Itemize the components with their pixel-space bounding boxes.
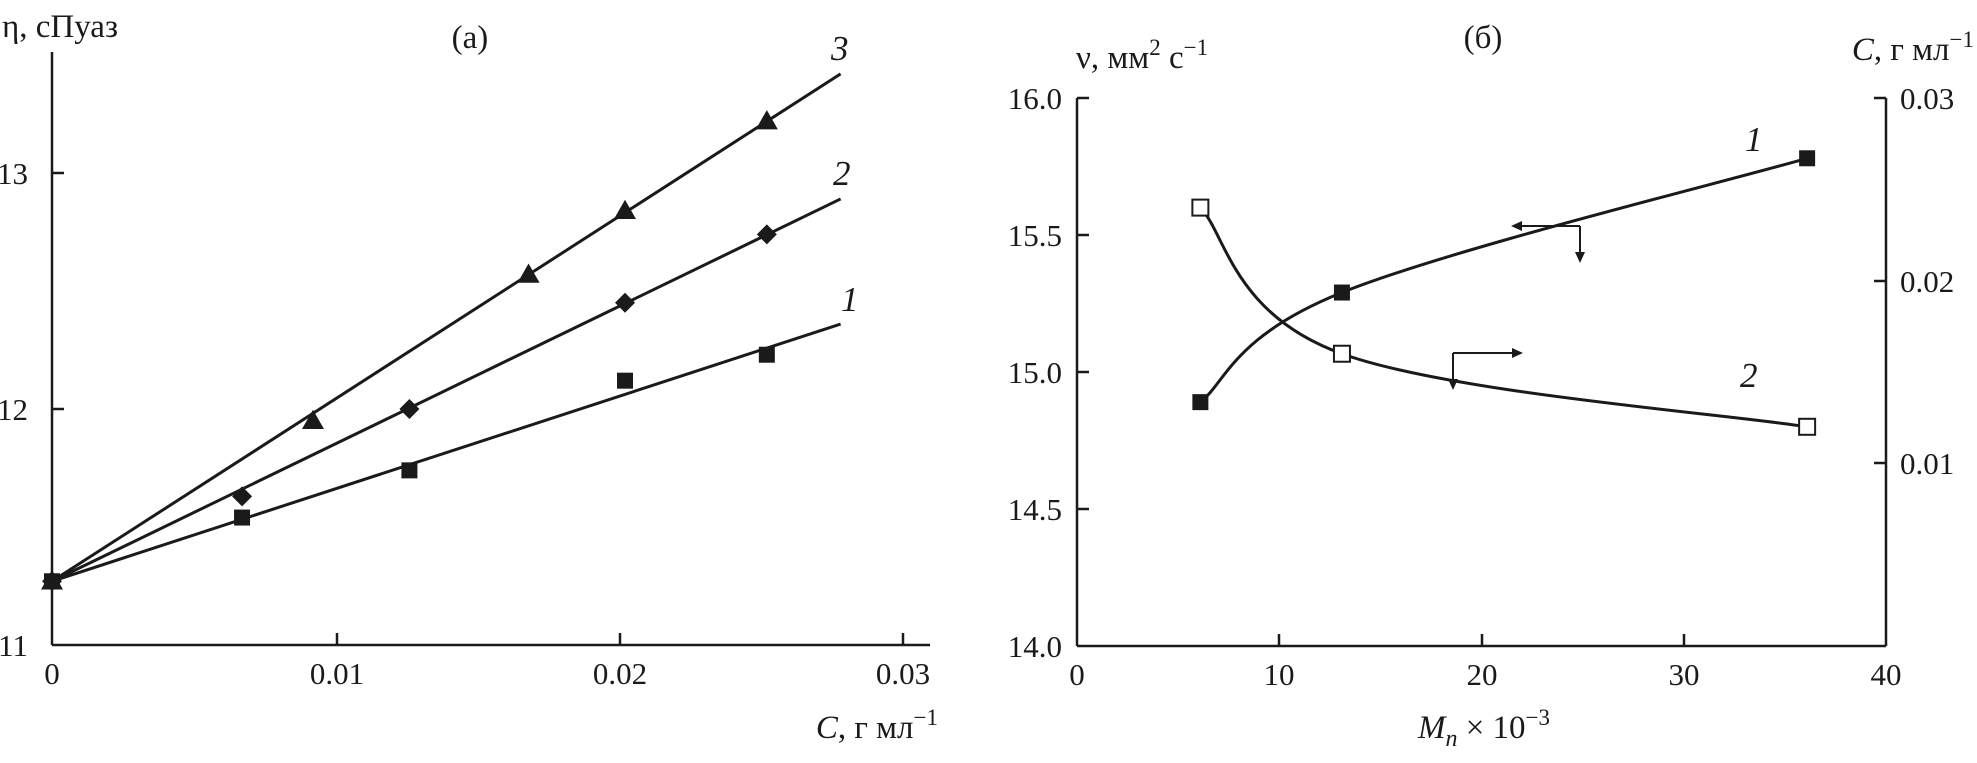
panel-b-plot-area <box>1191 150 1817 436</box>
panel-a-x-tick-label: 0.01 <box>310 656 364 691</box>
panel-a-x-tick-label: 0.02 <box>593 656 647 691</box>
panel-a-series-3-point <box>301 409 324 430</box>
panel-b-series-2-point <box>1191 198 1210 217</box>
panel-b-series-1-axis-indicator <box>1511 221 1585 263</box>
panel-b-x-axis-label: Mn × 10−3 <box>1417 705 1550 752</box>
panel-a-curve-label-3: 3 <box>830 29 849 68</box>
panel-b-y-left-ticks: 14.0 14.5 15.0 15.5 16.0 <box>1008 81 1089 664</box>
panel-a-y-ticks: 11 12 13 <box>0 156 64 663</box>
panel-a-series-2-point <box>399 399 420 419</box>
panel-b-y-left-tick-label: 14.0 <box>1008 629 1062 664</box>
panel-a-series-3-fit-line <box>51 72 842 583</box>
panel-b-y-axis-left-label: ν, мм2 с−1 <box>1076 35 1208 76</box>
panel-a-series-1-point <box>617 372 634 389</box>
panel-b-series-1-point <box>1799 150 1816 167</box>
panel-b-series-2-curve <box>1199 206 1808 429</box>
panel-b-x-ticks: 0 10 20 30 40 <box>1069 634 1902 692</box>
panel-b-x-tick-label: 10 <box>1264 657 1295 692</box>
panel-b-series-1-curve <box>1199 156 1808 404</box>
panel-a-curve-label-1: 1 <box>841 280 859 319</box>
panel-a-curve-label-2: 2 <box>833 154 851 193</box>
panel-b-y-right-ticks: 0.01 0.02 0.03 <box>1874 81 1954 481</box>
panel-b-y-axis-right-label: C, г мл−1 <box>1852 27 1974 68</box>
panel-a-series-2-fit-line <box>51 197 842 583</box>
panel-a-x-ticks: 0 0.01 0.02 0.03 <box>44 633 930 691</box>
panel-a-y-tick-label: 12 <box>0 392 28 427</box>
panel-b-series-2-point <box>1332 344 1351 363</box>
panel-a-series-3-point <box>41 570 63 590</box>
panel-b-x-tick-label: 0 <box>1069 657 1085 692</box>
panel-a-y-axis-label: η, сПуаз <box>2 9 118 45</box>
panel-b-curve-label-2: 2 <box>1740 356 1758 395</box>
panel-b-y-right-tick-label: 0.02 <box>1900 264 1954 299</box>
panel-a-series-1-point <box>758 346 775 363</box>
panel-b-series-2-point <box>1798 417 1817 436</box>
panel-b-y-left-tick-label: 16.0 <box>1008 81 1062 116</box>
panel-a-x-tick-label: 0.03 <box>876 656 930 691</box>
panel-b-series-1-point <box>1333 284 1350 301</box>
panel-a-series-2-point <box>232 486 253 507</box>
panel-b-x-tick-label: 40 <box>1871 657 1902 692</box>
panel-b-y-left-tick-label: 15.5 <box>1008 218 1062 253</box>
panel-a-series-3-point <box>614 199 637 220</box>
panel-b-y-right-tick-label: 0.01 <box>1900 446 1954 481</box>
panel-b-label: (б) <box>1464 20 1503 56</box>
panel-b: (б) ν, мм2 с−1 C, г мл−1 14.0 14.5 15.0 … <box>1008 20 1974 752</box>
panel-b-series-1-point <box>1192 394 1209 411</box>
panel-b-series-2-axis-indicator <box>1448 348 1523 390</box>
panel-b-x-tick-label: 20 <box>1467 657 1498 692</box>
panel-a-series-1-fit-line <box>51 322 842 583</box>
left-arrow-head-icon <box>1511 221 1522 231</box>
panel-a-series-1-point <box>234 509 251 526</box>
panel-a-y-tick-label: 13 <box>0 156 28 191</box>
panel-b-y-left-tick-label: 15.0 <box>1008 355 1062 390</box>
panel-b-y-left-tick-label: 14.5 <box>1008 492 1062 527</box>
panel-a-y-tick-label: 11 <box>0 628 28 663</box>
panel-a: (а) η, сПуаз 11 12 13 0 0.01 0.02 0.03 C… <box>0 9 938 746</box>
down-arrow-head-icon <box>1575 252 1585 263</box>
panel-a-plot-area <box>41 72 842 592</box>
panel-a-label: (а) <box>452 20 489 56</box>
right-arrow-head-icon <box>1512 348 1523 358</box>
panel-a-series-2-point <box>756 224 777 245</box>
panel-a-series-2-point <box>615 292 636 313</box>
panel-b-x-tick-label: 30 <box>1669 657 1700 692</box>
panel-b-curve-label-1: 1 <box>1745 120 1763 159</box>
panel-a-x-axis-label: C, г мл−1 <box>816 705 938 746</box>
panel-a-series-3-point <box>517 263 540 283</box>
panel-a-series-3-point <box>755 110 778 130</box>
panel-b-y-right-tick-label: 0.03 <box>1900 81 1954 116</box>
panel-a-series-1-point <box>401 462 418 479</box>
panel-a-x-tick-label: 0 <box>44 656 60 691</box>
down-arrow-head-icon <box>1448 379 1458 390</box>
